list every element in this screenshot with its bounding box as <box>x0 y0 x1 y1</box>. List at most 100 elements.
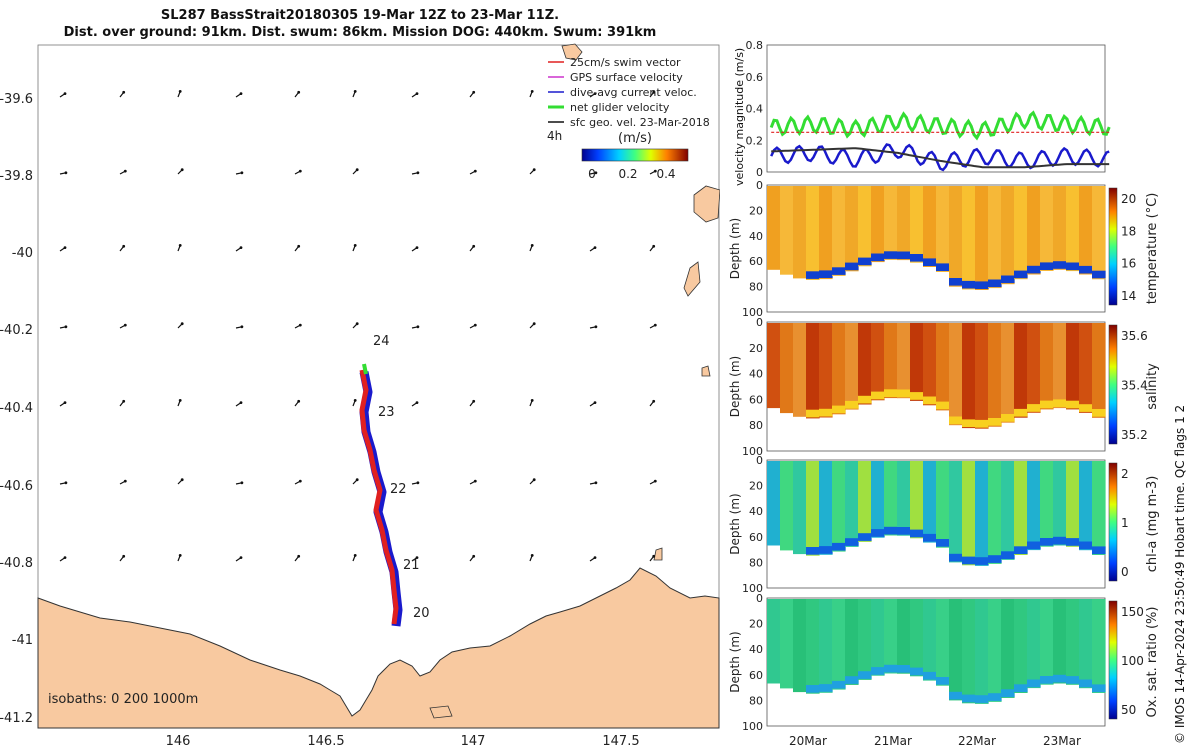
lat-tick-label: -41 <box>12 633 33 648</box>
section-stripe <box>1001 323 1015 423</box>
arrow-head <box>472 90 476 94</box>
section-stripe <box>871 323 885 401</box>
section-stripe <box>910 461 924 539</box>
section-stripe <box>1079 323 1093 413</box>
depth-tick: 80 <box>749 419 763 432</box>
section-stripe <box>884 323 898 399</box>
section-stripe <box>1092 599 1106 693</box>
section-stripe <box>1001 461 1015 560</box>
latitude-tick-labels: -39.6 -39.8 -40 -40.2 -40.4 -40.6 -40.8 -41 -41.… <box>0 92 33 726</box>
depth-axis-label: Depth (m) <box>728 493 742 554</box>
section-bottom-layer <box>871 667 885 675</box>
lat-tick-label: -39.6 <box>0 92 33 107</box>
arrow-head <box>532 168 536 172</box>
arrow-head <box>415 246 419 250</box>
section-bottom-layer <box>884 389 898 397</box>
section-stripe <box>1053 461 1067 546</box>
section-stripe <box>819 186 833 280</box>
section-bottom-layer <box>884 664 898 673</box>
velocity-ytick: 0.6 <box>746 71 764 84</box>
arrow-head <box>180 322 184 326</box>
section-bottom-layer <box>1079 404 1093 412</box>
section-bottom-layer <box>1014 408 1028 417</box>
depth-tick: 20 <box>749 342 763 355</box>
section-stripe <box>988 461 1002 564</box>
section-stripe <box>897 323 911 399</box>
credit-text: © IMOS 14-Apr-2024 23:50:49 Hobart time.… <box>1173 404 1187 744</box>
section-stripe <box>767 186 781 270</box>
section-stripe <box>936 599 950 686</box>
legend-label: GPS surface velocity <box>570 71 683 84</box>
section-stripe <box>1053 599 1067 684</box>
track-map: -39.6 -39.8 -40 -40.2 -40.4 -40.6 -40.8 -41 -41.… <box>0 43 720 749</box>
section-bottom-layer <box>780 404 794 412</box>
colorbar-tick: 0.2 <box>618 167 637 181</box>
section-stripe <box>1014 461 1028 555</box>
section-bottom-layer <box>871 529 885 537</box>
depth-tick: 20 <box>749 204 763 217</box>
lon-tick-label: 147.5 <box>602 734 639 749</box>
colorbar-tick: 2 <box>1121 467 1129 481</box>
velocity-series <box>769 110 1111 172</box>
section-stripe <box>1040 323 1054 410</box>
depth-tick: 80 <box>749 694 763 707</box>
section-bottom-layer <box>780 541 794 550</box>
depth-axis-label: Depth (m) <box>728 218 742 279</box>
section-oxygen: 0 20 40 60 80 100 Depth (m) 150 100 50 Ox. sat. ra… <box>728 592 1160 733</box>
section-stripe <box>949 599 963 701</box>
section-bottom-layer <box>819 408 833 417</box>
section-bottom-layer <box>897 389 911 398</box>
section-stripe <box>793 599 807 693</box>
arrow-head <box>239 556 243 559</box>
section-stripe <box>936 323 950 411</box>
section-bottom-layer <box>1040 400 1054 409</box>
depth-tick: 40 <box>749 368 763 381</box>
section-stripe <box>1066 599 1080 685</box>
section-stripe <box>897 186 911 261</box>
section-stripe <box>819 461 833 555</box>
section-bottom-layer <box>1092 409 1106 417</box>
section-bottom-layer <box>988 693 1002 701</box>
arrow-head <box>415 401 419 404</box>
section-bottom-layer <box>923 533 937 542</box>
section-bottom-layer <box>793 408 807 416</box>
section-bottom-layer <box>1092 546 1106 555</box>
section-stripe <box>923 461 937 543</box>
section-bottom-layer <box>858 257 872 266</box>
section-stripe <box>949 186 963 287</box>
arrow-head <box>239 401 243 404</box>
section-bottom-layer <box>1053 536 1067 545</box>
section-stripe <box>871 461 885 538</box>
time-axis-ticks: 20Mar 21Mar 22Mar 23Mar <box>789 734 1081 748</box>
section-bottom-layer <box>975 557 989 565</box>
section-stripe <box>1066 323 1080 410</box>
arrow-head <box>178 399 182 402</box>
section-bottom-layer <box>1066 400 1080 409</box>
velocity-ytick: 0.8 <box>746 39 764 52</box>
colorbar-label: salinity <box>1145 363 1160 410</box>
section-bottom-layer <box>988 418 1002 426</box>
section-bottom-layer <box>1001 275 1015 284</box>
arrow-head <box>178 244 182 247</box>
colorbar-tick: 0.4 <box>656 167 675 181</box>
section-bottom-layer <box>923 396 937 405</box>
section-bottom-layer <box>923 671 937 680</box>
arrow-head <box>530 399 534 402</box>
section-stripe <box>1014 323 1028 418</box>
section-stripe <box>858 186 872 267</box>
section-stripe <box>1027 186 1041 275</box>
section-stripe <box>858 599 872 680</box>
colorbar-tick: 35.4 <box>1121 379 1148 393</box>
arrow-head <box>652 399 656 403</box>
section-bottom-layer <box>1001 414 1015 422</box>
lat-tick-label: -40.2 <box>0 323 33 338</box>
section-colorbar <box>1108 324 1118 445</box>
depth-tick: 100 <box>742 582 763 595</box>
arrow-head <box>416 325 420 329</box>
arrow-head <box>353 554 357 557</box>
colorbar-tick: 16 <box>1121 257 1136 271</box>
section-bottom-layer <box>962 694 976 703</box>
arrow-head <box>353 244 357 247</box>
section-stripe <box>988 599 1002 702</box>
section-stripe <box>858 461 872 542</box>
